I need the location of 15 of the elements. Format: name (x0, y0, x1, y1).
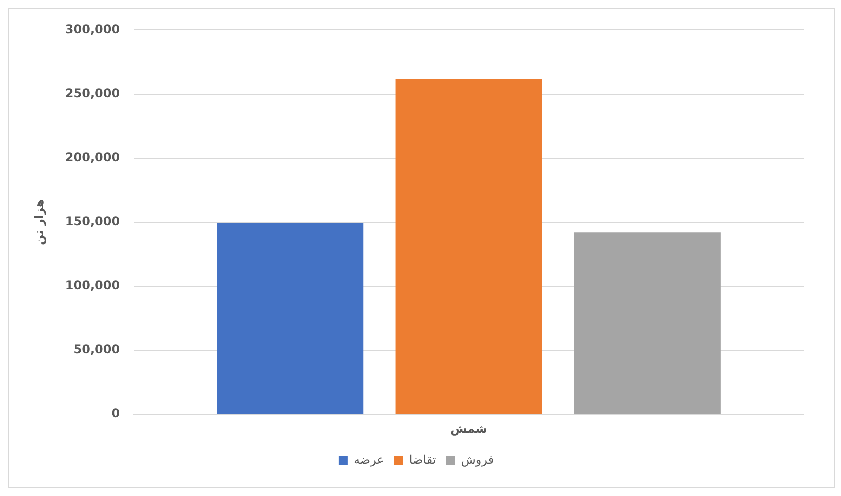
x-tick-label: شمش (450, 422, 488, 436)
y-tick-label: 250,000 (65, 86, 120, 100)
y-tick-label: 300,000 (65, 22, 120, 36)
y-tick-label: 200,000 (65, 150, 120, 164)
legend-label: فروش (461, 453, 494, 468)
bar (574, 232, 721, 414)
y-tick-label: 0 (112, 406, 120, 421)
legend-label: تقاضا (409, 453, 436, 468)
y-tick-label: 50,000 (74, 342, 120, 357)
y-axis-title: هزار تن (32, 199, 46, 246)
bar (396, 80, 542, 414)
y-tick-label: 100,000 (65, 278, 120, 293)
y-tick-label: 150,000 (65, 214, 120, 229)
bar (217, 223, 364, 414)
legend-label: عرضه (354, 453, 384, 468)
